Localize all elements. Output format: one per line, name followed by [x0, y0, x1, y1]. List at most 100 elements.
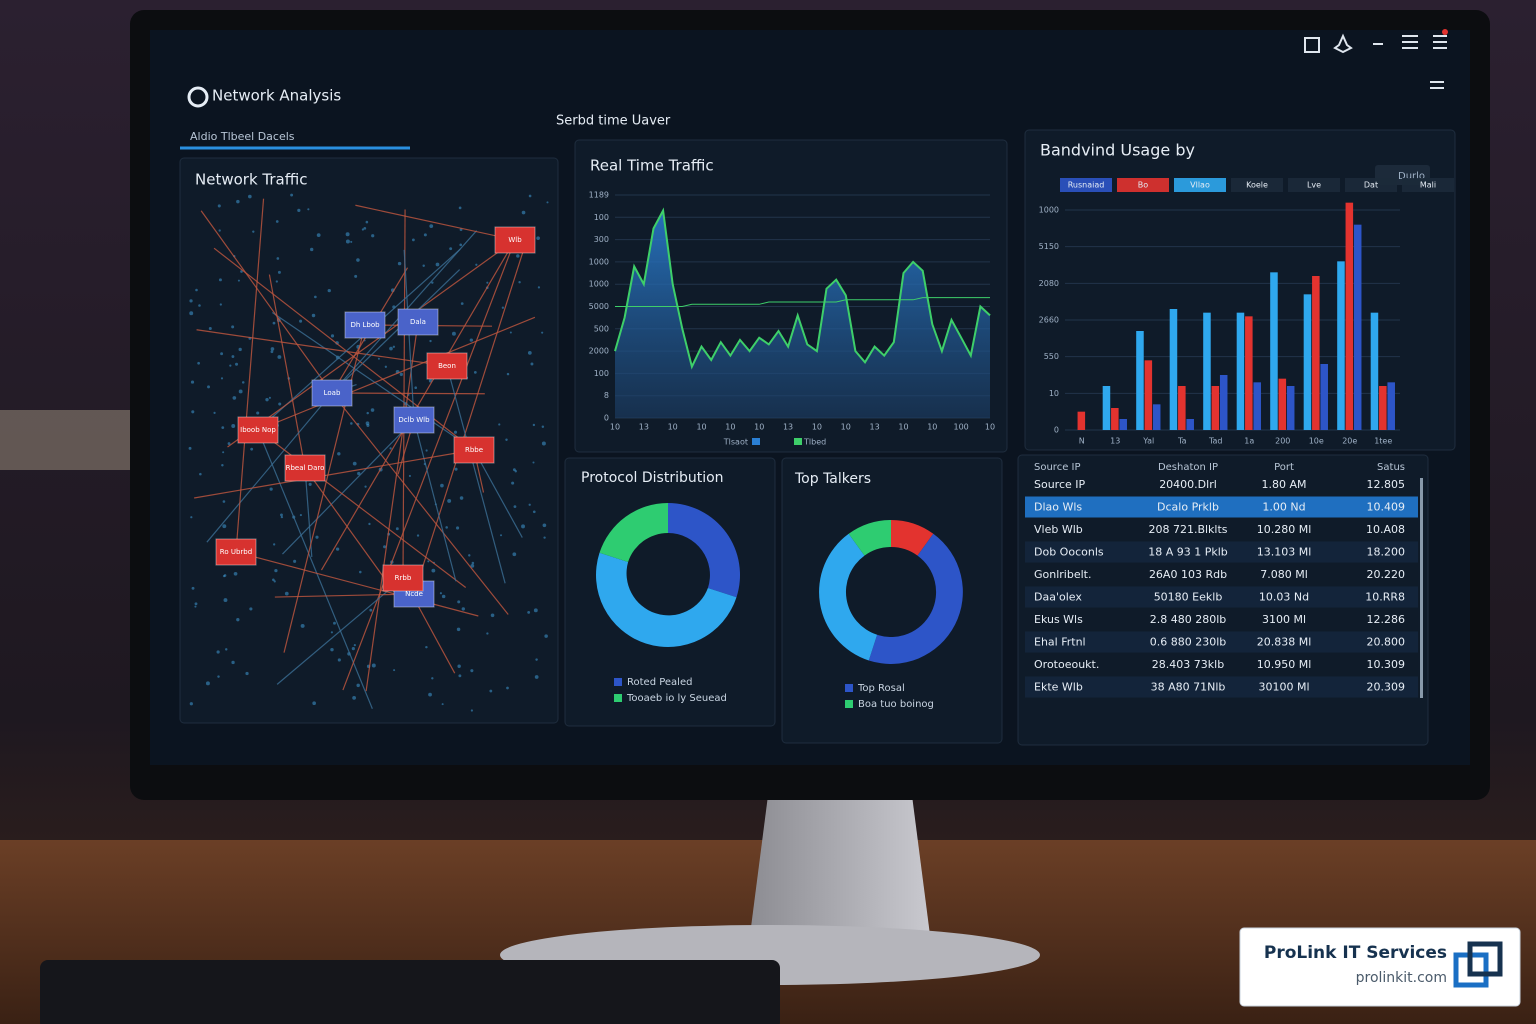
star-dot — [221, 463, 224, 467]
star-dot — [532, 423, 536, 427]
star-dot — [541, 425, 545, 428]
star-dot — [189, 702, 193, 706]
network-node — [426, 352, 468, 380]
star-dot — [490, 613, 495, 618]
table-row[interactable] — [1025, 541, 1418, 563]
legend-chip — [1288, 178, 1340, 192]
star-dot — [227, 442, 231, 445]
star-dot — [456, 526, 460, 530]
star-dot — [315, 535, 319, 539]
star-dot — [371, 234, 375, 238]
table-row[interactable] — [1025, 654, 1418, 675]
star-dot — [272, 578, 275, 582]
star-dot — [366, 423, 370, 427]
bar — [1169, 309, 1178, 430]
traffic-area — [615, 210, 990, 418]
x-tick-label: 10 — [927, 423, 937, 432]
star-dot — [451, 331, 456, 336]
table-header: Deshaton IP — [1158, 462, 1218, 473]
icon-menu[interactable] — [1402, 35, 1418, 49]
tab[interactable]: Aldio Tlbeel Dacels — [190, 130, 295, 143]
traffic-title: Real Time Traffic — [590, 157, 714, 175]
legend-label: Mali — [1420, 181, 1436, 190]
table-cell: 26A0 103 Rdb — [1149, 568, 1227, 581]
star-dot — [441, 703, 444, 706]
bar — [1119, 419, 1127, 430]
star-dot — [542, 523, 547, 528]
table-cell: 20.309 — [1367, 681, 1406, 694]
star-dot — [241, 381, 245, 384]
donut-slice — [596, 552, 737, 647]
bar — [1236, 312, 1245, 430]
star-dot — [238, 389, 243, 394]
y-tick-label: 300 — [594, 235, 609, 244]
icon-star[interactable] — [1333, 33, 1353, 54]
bar — [1387, 382, 1395, 430]
donut-slice — [868, 533, 963, 664]
star-dot — [352, 461, 357, 466]
star-dot — [280, 515, 284, 519]
legend-label: Top Rosal — [857, 683, 905, 694]
bandwidth-title: Bandvind Usage by — [1040, 141, 1195, 160]
star-dot — [532, 461, 535, 464]
star-dot — [470, 709, 474, 712]
y-tick-label: 2080 — [1039, 279, 1059, 288]
star-dot — [383, 545, 387, 549]
table-cell: 18 A 93 1 Pklb — [1148, 546, 1228, 559]
star-dot — [223, 574, 227, 577]
y-tick-label: 5150 — [1039, 242, 1059, 251]
star-dot — [293, 559, 297, 563]
bar — [1102, 386, 1111, 430]
star-dot — [521, 210, 526, 215]
star-dot — [272, 321, 276, 325]
icon-settings[interactable] — [1430, 81, 1444, 89]
table-row[interactable] — [1025, 676, 1418, 698]
table-row[interactable] — [1025, 474, 1418, 495]
star-dot — [278, 402, 282, 406]
star-dot — [218, 278, 222, 282]
icon-list[interactable] — [1433, 35, 1447, 49]
network-node — [393, 406, 435, 434]
bar — [1379, 386, 1387, 430]
star-dot — [457, 664, 461, 668]
table-row[interactable] — [1025, 519, 1418, 540]
bandwidth-button-label[interactable]: Durlo — [1398, 171, 1425, 182]
table-row[interactable] — [1025, 609, 1418, 630]
legend-chip — [1060, 178, 1112, 192]
table-row[interactable] — [1025, 586, 1418, 608]
table-row[interactable] — [1025, 631, 1418, 653]
badge-url[interactable]: prolinkit.com — [1356, 970, 1447, 986]
star-dot — [231, 355, 235, 358]
star-dot — [280, 513, 283, 517]
network-edge — [235, 198, 265, 553]
table-row[interactable] — [1025, 496, 1418, 518]
y-tick-label: 10 — [1049, 389, 1059, 398]
star-dot — [351, 647, 355, 651]
star-dot — [197, 361, 200, 365]
y-tick-label: 1000 — [589, 257, 609, 266]
bar — [1111, 408, 1119, 430]
network-edge — [304, 467, 313, 558]
y-tick-label: 0 — [604, 414, 609, 423]
table-row[interactable] — [1025, 564, 1418, 585]
star-dot — [384, 365, 387, 368]
panel-talkers — [781, 457, 1003, 744]
table-cell: 50180 Eeklb — [1154, 591, 1223, 604]
star-dot — [335, 547, 340, 551]
protocol-title: Protocol Distribution — [581, 470, 724, 486]
donut-slice — [891, 520, 934, 556]
icon-share[interactable] — [1304, 37, 1320, 53]
star-dot — [356, 258, 360, 262]
star-dot — [469, 338, 473, 342]
app-title: Network Analysis — [212, 87, 341, 105]
table-cell: 10.A08 — [1366, 523, 1405, 536]
star-dot — [194, 602, 198, 606]
table-cell: 1.80 AM — [1261, 478, 1306, 491]
star-dot — [272, 543, 276, 546]
star-dot — [534, 675, 539, 679]
star-dot — [310, 247, 314, 252]
table-cell: 20.220 — [1367, 568, 1406, 581]
table-cell: 13.103 Ml — [1257, 546, 1312, 559]
x-tick-label: 10 — [725, 423, 735, 432]
legend-label: Rusnaiad — [1068, 181, 1105, 190]
